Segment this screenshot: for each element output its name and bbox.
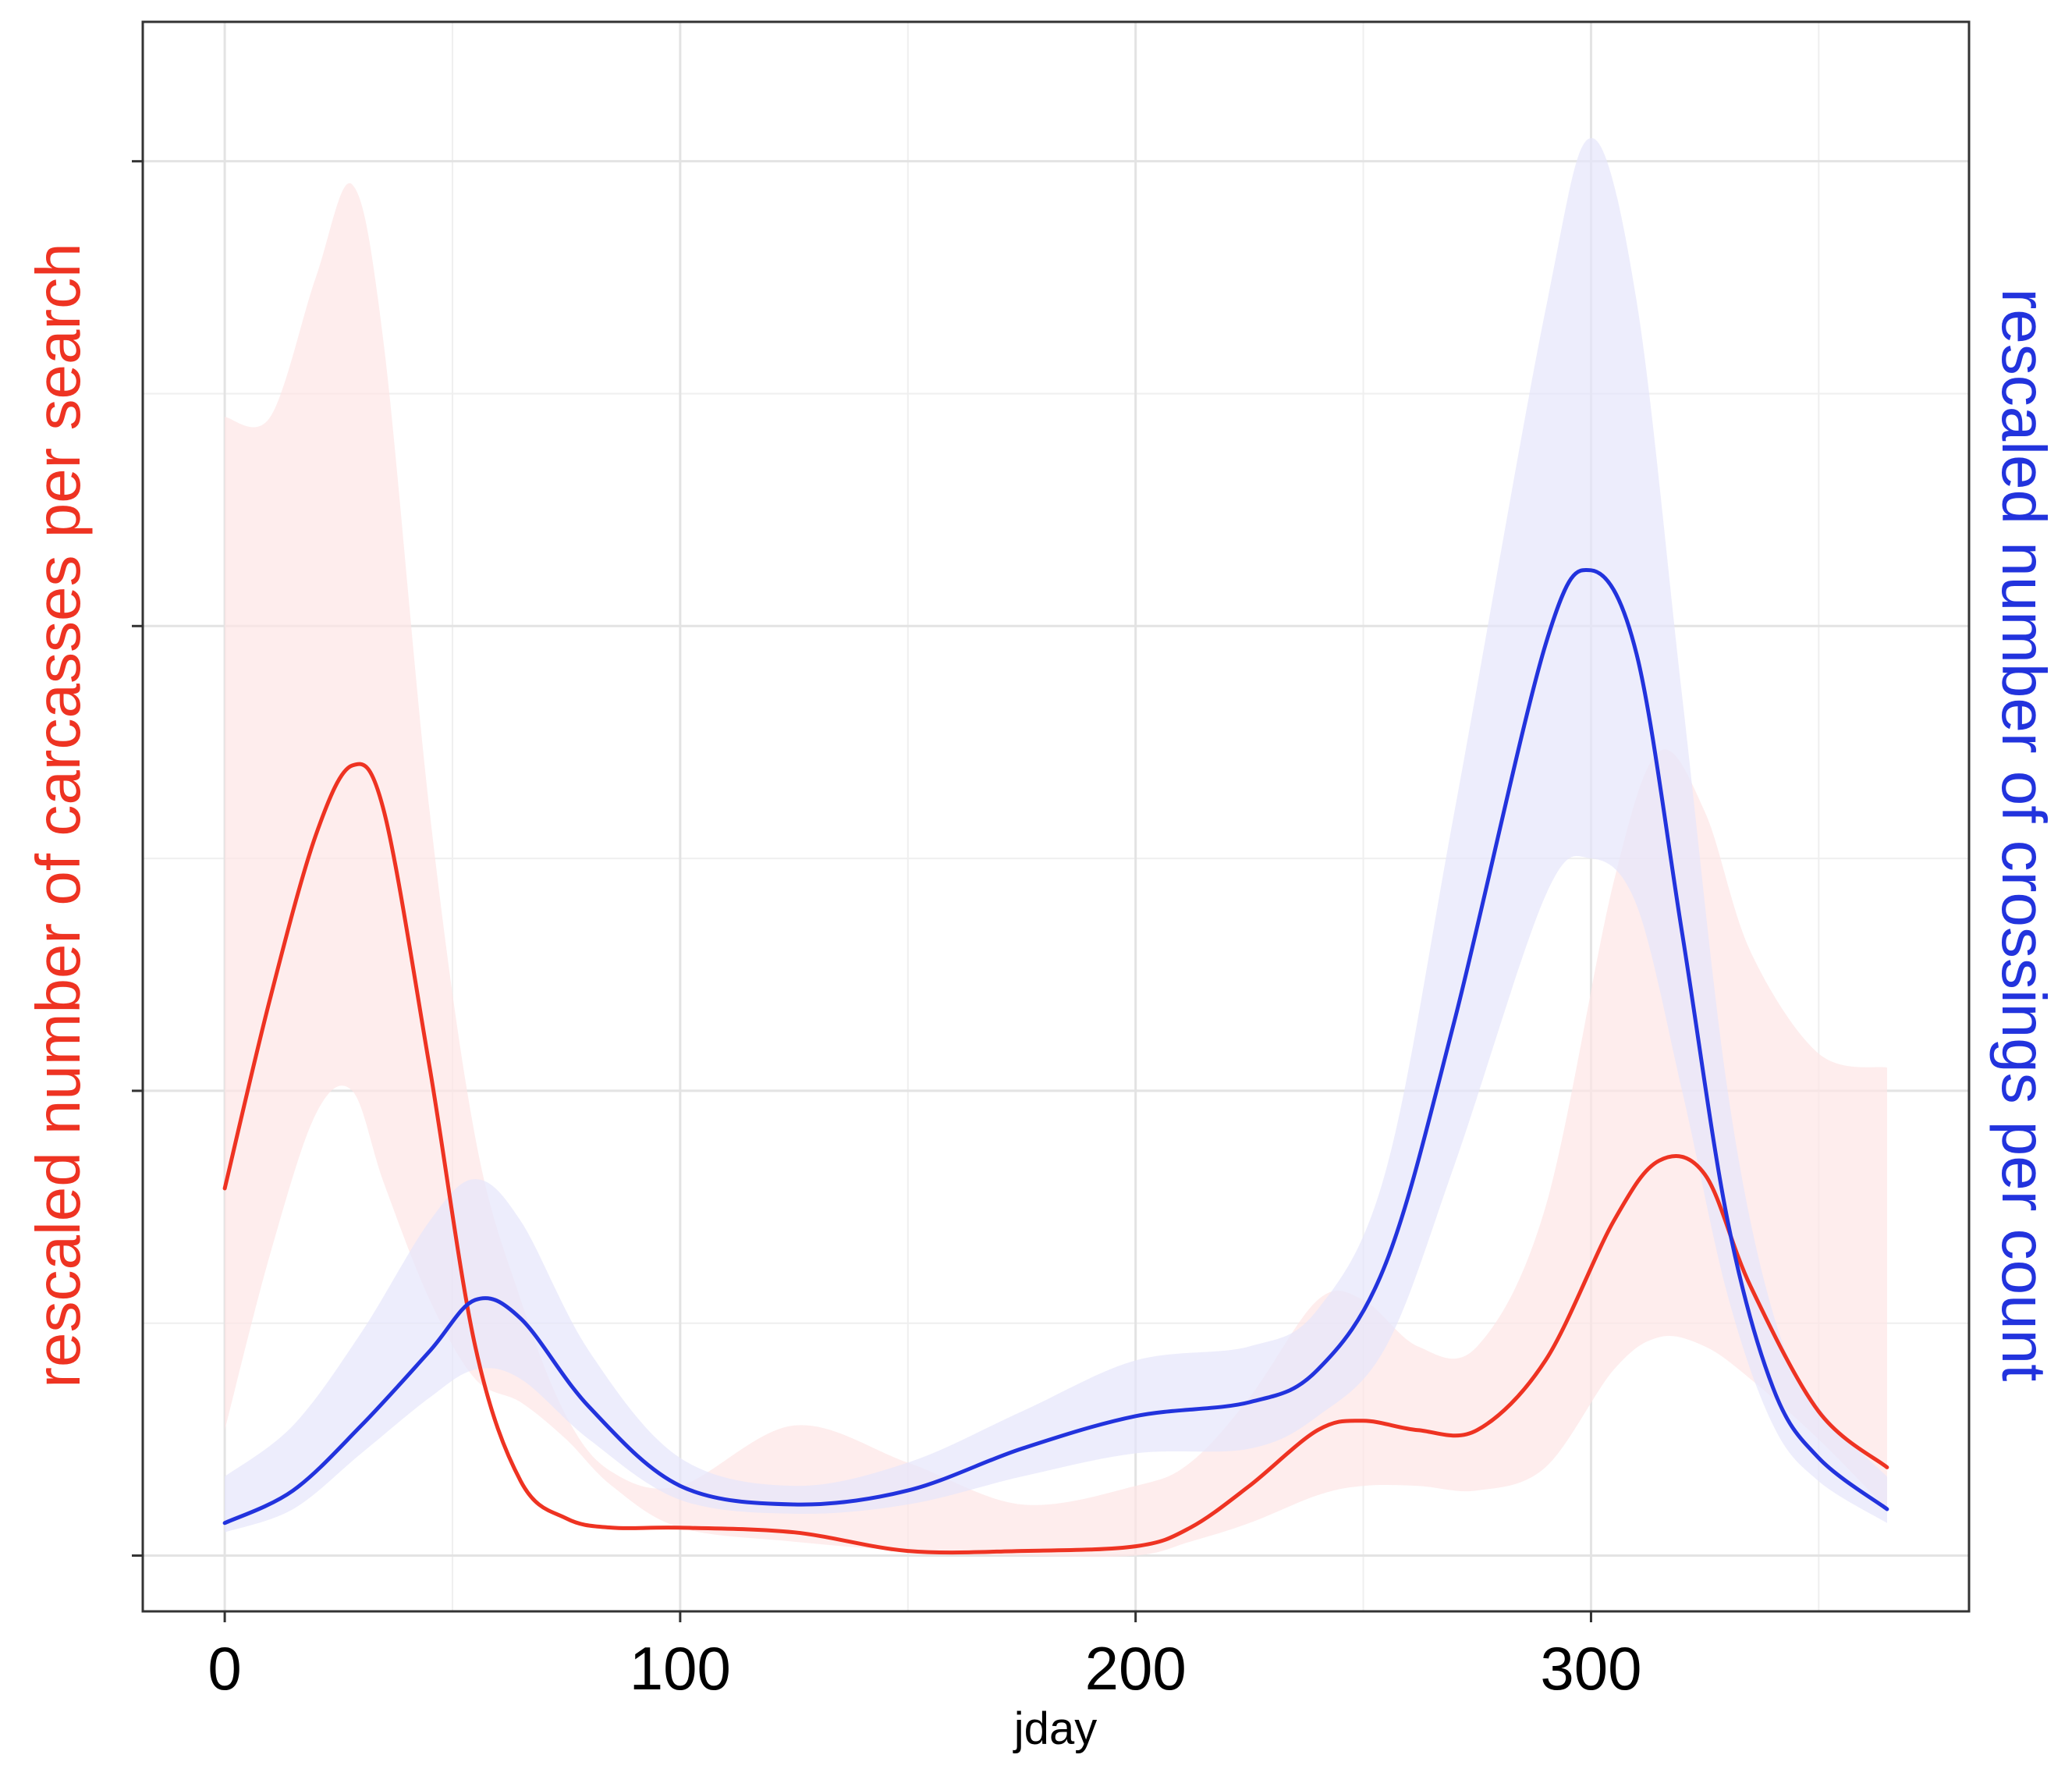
axis-ticks: 0 100 200 300	[132, 160, 1642, 1703]
x-tick-label: 0	[208, 1634, 241, 1703]
x-tick-label: 300	[1540, 1634, 1641, 1703]
x-axis-label: jday	[1013, 1703, 1097, 1754]
y-axis-label-left: rescaled number of carcasses per search	[23, 243, 93, 1387]
x-tick-label: 200	[1085, 1634, 1187, 1703]
series-line-crossings	[222, 567, 1889, 1526]
x-tick-label: 100	[630, 1634, 731, 1703]
series-line-carcasses	[222, 762, 1889, 1555]
y-axis-label-right: rescaled number of crossings per count	[1989, 289, 2059, 1382]
plot-border	[141, 20, 1971, 1613]
series-lines	[222, 567, 1889, 1555]
